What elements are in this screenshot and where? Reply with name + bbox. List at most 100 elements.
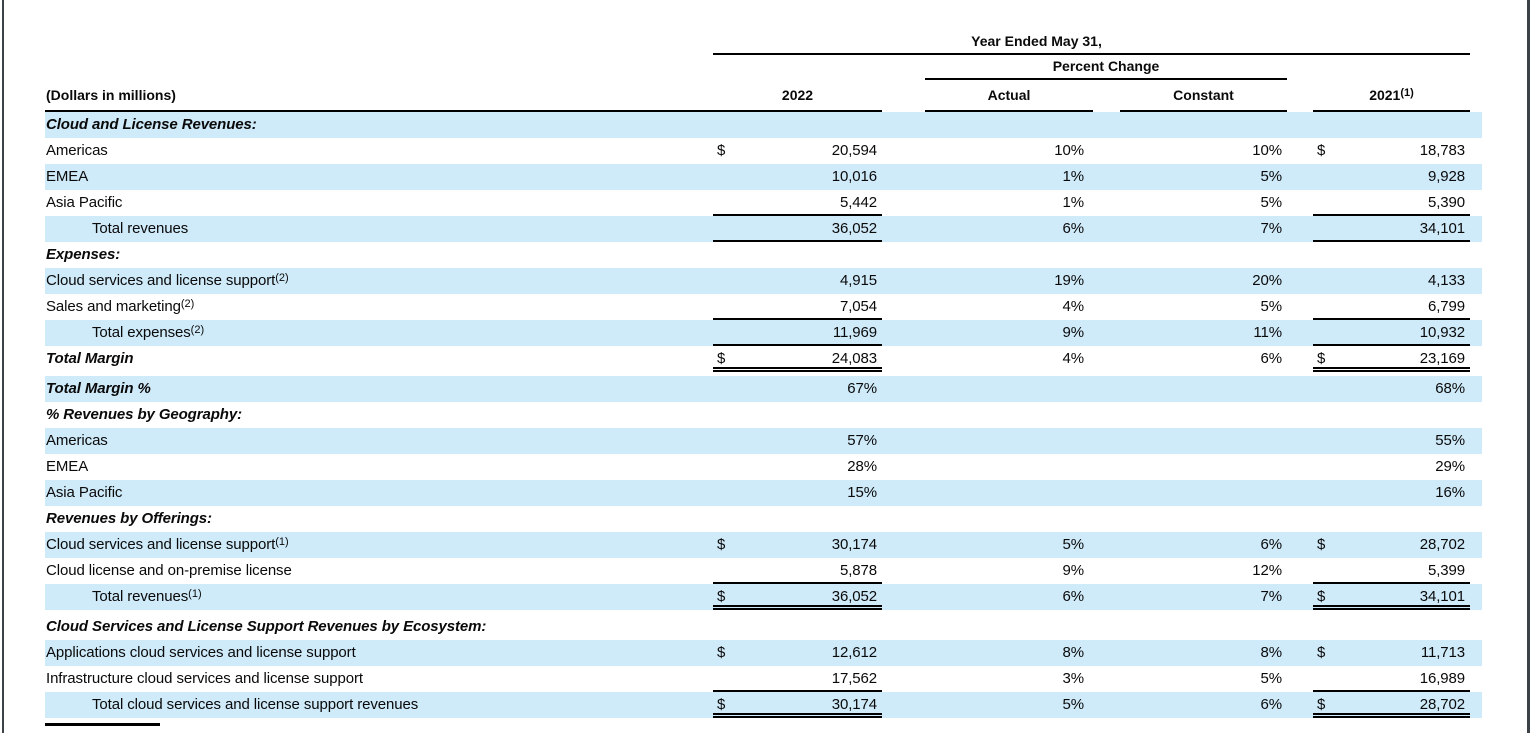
spacer — [1287, 454, 1313, 480]
spacer — [1470, 346, 1482, 372]
pct-change-constant — [1120, 454, 1287, 480]
spacer — [1093, 112, 1120, 138]
spacer — [1470, 402, 1482, 428]
value-group-2021: 5,390 — [1313, 190, 1470, 216]
row-label-text: Asia Pacific — [46, 484, 123, 501]
column-header-2021-label: 2021 — [1369, 87, 1401, 103]
pct-change-constant: 5% — [1260, 670, 1283, 687]
table-row: Asia Pacific 5,442 1% 5% 5,390 — [45, 190, 1482, 216]
pct-change-constant: 6% — [1260, 696, 1283, 713]
spacer — [1093, 614, 1120, 640]
value-group-2022 — [713, 614, 882, 640]
value-group-2021: 16,989 — [1313, 666, 1470, 692]
dollar-sign: $ — [717, 142, 726, 159]
spacer — [882, 320, 925, 346]
pct-change-actual — [925, 506, 1093, 532]
spacer — [882, 584, 925, 610]
spacer — [1470, 558, 1482, 584]
pct-change-constant: 6% — [1260, 536, 1283, 553]
spacer — [1093, 506, 1120, 532]
row-label: Cloud services and license support(2) — [45, 268, 713, 294]
table-row: Cloud license and on-premise license 5,87… — [45, 558, 1482, 584]
row-label: Cloud services and license support(1) — [45, 532, 713, 558]
row-label: Total revenues(1) — [45, 584, 713, 610]
page-border-right — [1527, 0, 1530, 733]
spacer — [1093, 216, 1120, 242]
value-group-2021: $18,783 — [1313, 138, 1470, 164]
value-group-2021 — [1313, 614, 1470, 640]
section-header-row: Revenues by Offerings: — [45, 506, 1482, 532]
value-group-2022: 10,016 — [713, 164, 882, 190]
row-label-text: Cloud and License Revenues: — [46, 116, 257, 133]
value-2021: 28,702 — [1419, 536, 1465, 553]
spacer — [1287, 294, 1313, 320]
dollar-sign: $ — [1317, 350, 1326, 367]
row-label-text: Total expenses — [92, 324, 191, 341]
value-2021: 16,989 — [1419, 670, 1465, 687]
spacer — [1287, 112, 1313, 138]
row-label-text: Revenues by Offerings: — [46, 510, 212, 527]
row-label: Expenses: — [45, 242, 713, 268]
spacer — [1470, 376, 1482, 402]
table-row: Americas $20,594 10% 10% $18,783 — [45, 138, 1482, 164]
value-2021: 16% — [1435, 484, 1465, 501]
table-row: Infrastructure cloud services and licens… — [45, 666, 1482, 692]
table-row: Cloud services and license support(1) $30… — [45, 532, 1482, 558]
spacer — [1470, 666, 1482, 692]
table-row: Applications cloud services and license … — [45, 640, 1482, 666]
row-label: Total Margin — [45, 346, 713, 372]
pct-change-actual: 19% — [1054, 272, 1084, 289]
spacer — [1287, 138, 1313, 164]
spacer — [1093, 666, 1120, 692]
spacer — [882, 402, 925, 428]
pct-change-actual: 6% — [1062, 220, 1085, 237]
spacer — [1287, 376, 1313, 402]
spacer — [1093, 346, 1120, 372]
spacer — [882, 666, 925, 692]
spacer — [1287, 666, 1313, 692]
value-2022: 20,594 — [831, 142, 877, 159]
spacer — [1470, 320, 1482, 346]
spacer — [1287, 692, 1313, 718]
spacer — [1093, 242, 1120, 268]
row-label-text: Cloud services and license support — [46, 536, 276, 553]
pct-change-constant — [1120, 480, 1287, 506]
spacer — [1287, 402, 1313, 428]
table-row: Americas 57% 55% — [45, 428, 1482, 454]
row-label-text: Cloud Services and License Support Reven… — [46, 618, 487, 635]
value-group-2021: 10,932 — [1313, 320, 1470, 346]
value-group-2022: $24,083 — [713, 346, 882, 372]
value-group-2022: $20,594 — [713, 138, 882, 164]
value-group-2021: 9,928 — [1313, 164, 1470, 190]
spacer — [1287, 216, 1313, 242]
column-header-2022: 2022 — [713, 80, 882, 112]
spacer — [1093, 584, 1120, 610]
year-ended-header: Year Ended May 31, — [713, 30, 1470, 55]
year-ended-header-row: Year Ended May 31, — [45, 30, 1482, 55]
spacer — [1093, 558, 1120, 584]
pct-change-actual: 6% — [1062, 588, 1085, 605]
spacer — [1093, 190, 1120, 216]
row-label-text: Total cloud services and license support… — [92, 696, 419, 713]
pct-change-constant: 5% — [1260, 168, 1283, 185]
row-label-text: Americas — [46, 432, 108, 449]
dollar-sign: $ — [1317, 644, 1326, 661]
value-2021: 6,799 — [1427, 298, 1465, 315]
spacer — [1470, 294, 1482, 320]
value-2021: 4,133 — [1427, 272, 1465, 289]
pct-change-actual — [925, 402, 1093, 428]
row-label: Total expenses(2) — [45, 320, 713, 346]
section-header-row: Cloud Services and License Support Reven… — [45, 614, 1482, 640]
column-header-actual: Actual — [925, 80, 1093, 112]
value-group-2022: 17,562 — [713, 666, 882, 692]
pct-change-constant: 8% — [1260, 644, 1283, 661]
dollar-sign: $ — [717, 536, 726, 553]
percent-change-header-row: Percent Change — [45, 55, 1482, 80]
row-label: Infrastructure cloud services and licens… — [45, 666, 713, 692]
value-2021: 28,702 — [1419, 696, 1465, 713]
spacer — [882, 480, 925, 506]
value-group-2022: 5,442 — [713, 190, 882, 216]
table-row: Total revenues(1) $36,052 6% 7% $34,101 — [45, 584, 1482, 610]
row-label: Asia Pacific — [45, 480, 713, 506]
value-group-2022: 7,054 — [713, 294, 882, 320]
